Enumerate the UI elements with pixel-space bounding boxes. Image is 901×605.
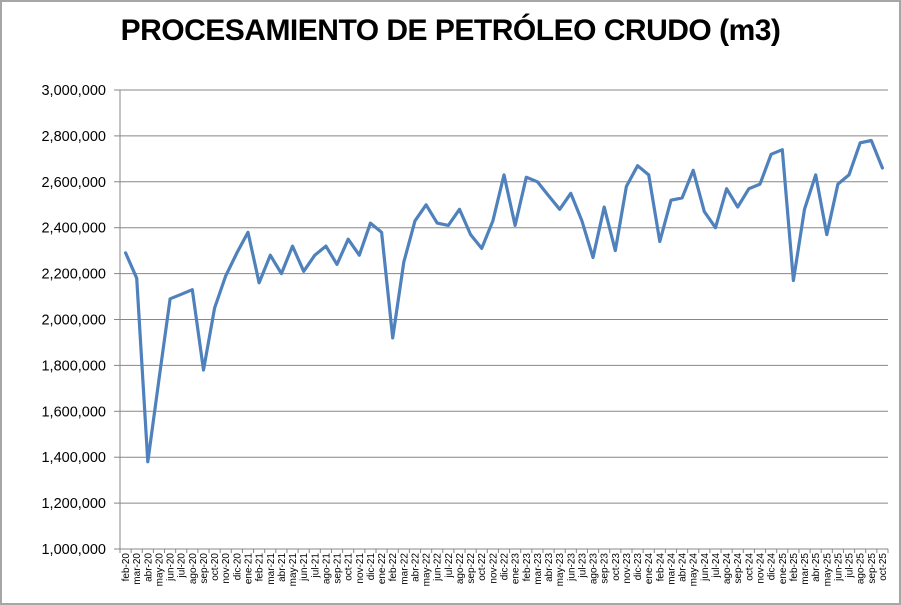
x-tick-label: jul-21 (310, 553, 321, 579)
x-tick-label: abr-23 (544, 553, 555, 582)
y-axis-labels: 1,000,000 1,200,000 1,400,000 1,600,000 1,80… (41, 83, 106, 558)
x-tick-label: abr-25 (811, 553, 822, 582)
x-tick-label: mar-25 (800, 553, 811, 585)
x-tick-label: sep-22 (466, 553, 477, 584)
x-tick-label: jun-21 (299, 553, 310, 582)
x-tick-label: oct-24 (744, 553, 755, 581)
x-tick-label: dic-22 (500, 553, 511, 581)
x-tick-label: ene-21 (244, 553, 255, 585)
x-tick-label: oct-25 (878, 553, 889, 581)
x-tick-label: dic-23 (633, 553, 644, 581)
series-line (123, 138, 885, 464)
y-axis-ticks (114, 89, 120, 550)
y-tick-label: 2,800,000 (41, 129, 106, 145)
y-tick-label: 2,600,000 (41, 175, 106, 191)
x-tick-label: sep-24 (733, 553, 744, 584)
x-tick-label: ago-20 (188, 553, 199, 585)
x-tick-label: ene-22 (377, 553, 388, 585)
x-axis-ticks (119, 549, 889, 553)
x-tick-label: may-21 (288, 553, 299, 587)
y-tick-label: 2,400,000 (41, 221, 106, 237)
x-tick-label: mar-22 (399, 553, 410, 585)
x-tick-label: feb-21 (255, 553, 266, 582)
x-tick-label: dic-20 (232, 553, 243, 581)
x-tick-label: ago-22 (455, 553, 466, 585)
x-tick-label: feb-20 (121, 553, 132, 582)
x-tick-label: sep-23 (600, 553, 611, 584)
x-tick-label: feb-25 (789, 553, 800, 582)
x-tick-label: nov-21 (355, 553, 366, 584)
y-tick-label: 3,000,000 (41, 83, 106, 99)
y-tick-label: 1,800,000 (41, 358, 106, 374)
x-tick-label: ene-24 (644, 553, 655, 585)
x-tick-label: may-20 (154, 553, 165, 587)
x-tick-label: ago-25 (856, 553, 867, 585)
y-tick-label: 1,400,000 (41, 450, 106, 466)
y-tick-label: 1,000,000 (41, 542, 106, 558)
x-tick-label: sep-21 (333, 553, 344, 584)
x-tick-label: ago-24 (722, 553, 733, 585)
x-tick-label: jul-20 (177, 553, 188, 579)
x-tick-label: jul-25 (845, 553, 856, 579)
x-tick-label: nov-23 (622, 553, 633, 584)
y-tick-label: 2,200,000 (41, 267, 106, 283)
x-tick-label: may-24 (689, 553, 700, 587)
x-axis-labels: feb-20 mar-20 abr-20 may-20 jun-20 jul-20 ago-… (121, 553, 889, 587)
x-tick-label: abr-24 (678, 553, 689, 582)
x-tick-label: jun-22 (433, 553, 444, 582)
x-tick-label: mar-20 (132, 553, 143, 585)
x-tick-label: jun-24 (700, 553, 711, 582)
chart-title: PROCESAMIENTO DE PETRÓLEO CRUDO (m3) (120, 14, 781, 47)
x-tick-label: abr-22 (410, 553, 421, 582)
x-tick-label: oct-20 (210, 553, 221, 581)
x-tick-label: oct-22 (477, 553, 488, 581)
x-tick-label: ene-23 (511, 553, 522, 585)
x-tick-label: mar-21 (266, 553, 277, 585)
x-tick-label: oct-23 (611, 553, 622, 581)
x-tick-label: may-22 (422, 553, 433, 587)
x-tick-label: dic-21 (366, 553, 377, 581)
x-tick-label: nov-22 (488, 553, 499, 584)
x-tick-label: jun-25 (833, 553, 844, 582)
y-tick-label: 1,600,000 (41, 404, 106, 420)
x-tick-label: abr-20 (143, 553, 154, 582)
x-tick-label: ago-23 (589, 553, 600, 585)
x-tick-label: ago-21 (321, 553, 332, 585)
x-tick-label: sep-20 (199, 553, 210, 584)
x-tick-label: jul-22 (444, 553, 455, 579)
x-tick-label: sep-25 (867, 553, 878, 584)
gridlines (120, 89, 888, 550)
x-tick-label: may-25 (822, 553, 833, 587)
y-tick-label: 2,000,000 (41, 313, 106, 329)
x-tick-label: mar-24 (666, 553, 677, 585)
x-tick-label: jun-20 (166, 553, 177, 582)
x-tick-label: dic-24 (767, 553, 778, 581)
x-tick-label: jul-23 (577, 553, 588, 579)
x-tick-label: ene-25 (778, 553, 789, 585)
x-tick-label: feb-22 (388, 553, 399, 582)
x-tick-label: feb-24 (655, 553, 666, 582)
x-tick-label: feb-23 (522, 553, 533, 582)
x-tick-label: nov-20 (221, 553, 232, 584)
x-tick-label: nov-24 (756, 553, 767, 584)
x-tick-label: mar-23 (533, 553, 544, 585)
x-tick-label: oct-21 (344, 553, 355, 581)
y-tick-label: 1,200,000 (41, 496, 106, 512)
x-tick-label: jun-23 (566, 553, 577, 582)
x-tick-label: abr-21 (277, 553, 288, 582)
x-tick-label: jul-24 (711, 553, 722, 579)
x-tick-label: may-23 (555, 553, 566, 587)
